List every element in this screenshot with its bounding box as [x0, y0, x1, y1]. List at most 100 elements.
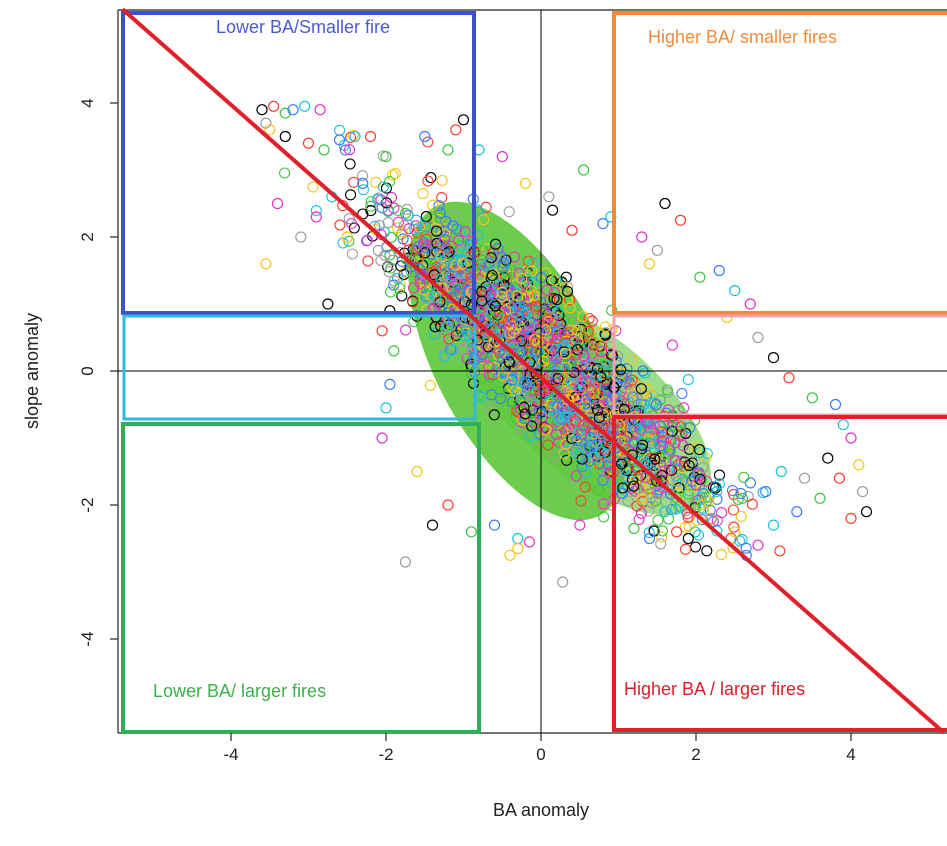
- scatter-point: [860, 506, 873, 518]
- scatter-point: [256, 104, 268, 116]
- scatter-point: [683, 468, 695, 480]
- scatter-point: [419, 130, 431, 143]
- scatter-point: [389, 168, 401, 180]
- scatter-point: [546, 204, 559, 216]
- scatter-point: [701, 545, 713, 557]
- scatter-point: [430, 291, 442, 303]
- scatter-point: [400, 324, 412, 336]
- scatter-point: [549, 372, 561, 384]
- scatter-point: [672, 459, 684, 471]
- scatter-point: [656, 531, 668, 543]
- scatter-point: [643, 505, 655, 517]
- scatter-point: [655, 440, 667, 452]
- scatter-point: [678, 402, 690, 414]
- scatter-point: [643, 532, 656, 545]
- scatter-point: [287, 104, 299, 116]
- scatter-point: [439, 228, 451, 240]
- scatter-point: [616, 487, 628, 499]
- scatter-point: [454, 226, 466, 238]
- scatter-point: [676, 462, 688, 474]
- scatter-point: [442, 499, 454, 511]
- scatter-point: [493, 386, 505, 398]
- scatter-point: [623, 472, 635, 484]
- scatter-point: [433, 199, 445, 212]
- scatter-point: [440, 242, 452, 254]
- scatter-point: [472, 344, 484, 357]
- scatter-point: [582, 367, 594, 380]
- y-tick-label: 4: [78, 98, 97, 107]
- scatter-point: [488, 409, 500, 421]
- scatter-point: [425, 172, 437, 184]
- scatter-point: [307, 181, 319, 193]
- scatter-point: [539, 424, 551, 436]
- scatter-point: [690, 541, 702, 553]
- scatter-point: [703, 496, 715, 508]
- scatter-point: [666, 339, 678, 351]
- scatter-point: [512, 532, 524, 545]
- scatter-point: [388, 202, 400, 214]
- scatter-point: [345, 131, 357, 143]
- scatter-point: [593, 327, 605, 339]
- scatter-point: [370, 176, 382, 188]
- scatter-point: [375, 194, 387, 206]
- scatter-point: [588, 340, 600, 352]
- scatter-point: [526, 420, 538, 432]
- scatter-point: [648, 397, 660, 409]
- scatter-point: [628, 421, 640, 433]
- scatter-point: [657, 431, 669, 443]
- scatter-point: [601, 382, 613, 394]
- scatter-point: [439, 328, 452, 340]
- scatter-point: [418, 239, 430, 251]
- scatter-point: [382, 217, 394, 229]
- scatter-point: [424, 379, 436, 391]
- scatter-point: [546, 302, 558, 314]
- scatter-point: [457, 258, 469, 270]
- scatter-point: [510, 289, 522, 301]
- scatter-point: [457, 344, 469, 356]
- scatter-point: [516, 307, 528, 319]
- scatter-point: [446, 344, 458, 356]
- scatter-point: [692, 529, 705, 541]
- scatter-point: [377, 181, 389, 193]
- scatter-point: [260, 258, 272, 270]
- scatter-point: [576, 453, 588, 465]
- scatter-point: [573, 449, 585, 461]
- scatter-point: [450, 124, 462, 136]
- scatter-point: [579, 443, 591, 455]
- scatter-point: [791, 506, 803, 518]
- scatter-point: [650, 398, 662, 410]
- scatter-point: [446, 269, 458, 281]
- scatter-point: [372, 194, 384, 206]
- scatter-point: [399, 266, 411, 279]
- scatter-point: [385, 231, 397, 243]
- scatter-point: [520, 307, 532, 319]
- scatter-point: [537, 336, 549, 348]
- scatter-point: [736, 492, 749, 504]
- scatter-point: [344, 158, 356, 170]
- scatter-point: [429, 321, 441, 333]
- scatter-point: [430, 225, 443, 237]
- scatter-point: [498, 279, 510, 291]
- scatter-point: [372, 244, 384, 256]
- scatter-point: [441, 320, 453, 332]
- scatter-point: [420, 233, 433, 245]
- scatter-point: [729, 526, 741, 538]
- scatter-point: [345, 189, 357, 201]
- x-tick-label: 0: [536, 745, 545, 764]
- scatter-point: [559, 348, 571, 360]
- scatter-point: [555, 413, 567, 425]
- scatter-point: [550, 339, 563, 351]
- scatter-point: [682, 488, 694, 500]
- scatter-point: [561, 393, 574, 406]
- scatter-point: [513, 367, 525, 379]
- scatter-point: [615, 364, 627, 376]
- scatter-point: [576, 461, 588, 473]
- scatter-point: [541, 367, 553, 379]
- scatter-point: [465, 299, 478, 311]
- scatter-point: [611, 379, 623, 391]
- scatter-points: [256, 100, 873, 588]
- scatter-point: [268, 100, 280, 112]
- scatter-point: [683, 460, 695, 472]
- scatter-point: [672, 419, 684, 431]
- scatter-point: [504, 321, 516, 333]
